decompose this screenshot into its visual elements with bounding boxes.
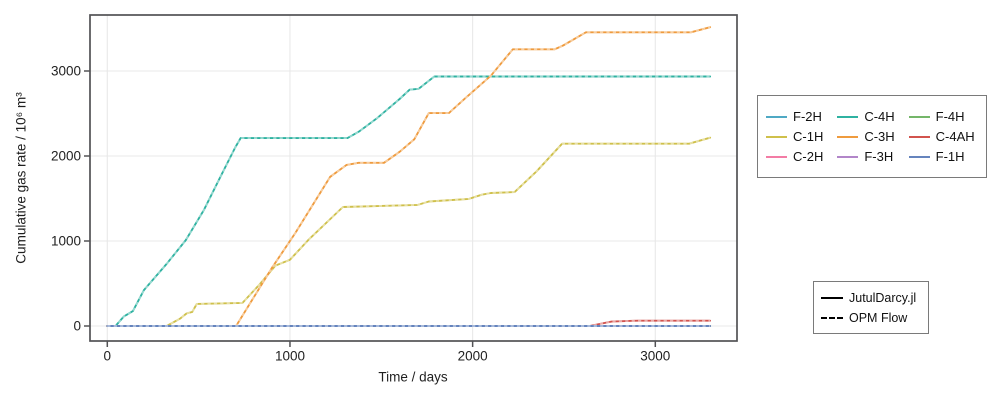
legend-label: C-1H [793, 129, 824, 144]
legend-label: F-2H [793, 109, 822, 124]
legend-line-swatch [766, 115, 787, 118]
legend-line-swatch [837, 135, 859, 138]
y-tick-label: 0 [73, 319, 81, 334]
legend-line-swatch [908, 115, 930, 118]
legend-line-swatch [908, 135, 930, 138]
legend-line-swatch [766, 155, 787, 158]
series-C-4H-jutuldarcy [106, 75, 712, 327]
y-tick-label: 3000 [51, 64, 81, 79]
simulator-legend: JutulDarcy.jl OPM Flow [813, 281, 929, 334]
legend-entry-F-4H: F-4H [908, 109, 978, 124]
x-tick-label: 0 [104, 349, 112, 364]
series-C-3H-jutuldarcy [106, 26, 712, 327]
solid-line-swatch [821, 296, 843, 299]
legend-entry-C-4AH: C-4AH [908, 129, 978, 144]
series-C-1H-jutuldarcy [106, 136, 712, 327]
legend-entry-opm-flow: OPM Flow [821, 311, 921, 325]
legend-entry-C-3H: C-3H [837, 129, 906, 144]
x-tick-label: 3000 [640, 349, 670, 364]
legend-entry-F-2H: F-2H [766, 109, 835, 124]
legend-label: C-4AH [935, 129, 975, 144]
plot-frame [89, 14, 738, 342]
x-axis-label: Time / days [378, 369, 448, 385]
legend-line-swatch [908, 155, 930, 158]
legend-label: JutulDarcy.jl [849, 290, 917, 305]
dashed-line-swatch [821, 316, 843, 319]
x-tick-label: 1000 [275, 349, 305, 364]
legend-label: C-4H [864, 109, 895, 124]
x-tick-label: 2000 [458, 349, 488, 364]
legend-label: F-3H [864, 149, 894, 164]
legend-entry-C-1H: C-1H [766, 129, 835, 144]
legend-label: C-3H [864, 129, 895, 144]
wells-legend: F-2H C-4H F-4H C-1H C-3H C-4AH C-2H F-3H F-1H [757, 95, 987, 178]
legend-entry-F-3H: F-3H [837, 149, 906, 164]
legend-label: F-4H [935, 109, 965, 124]
series-C-4H-opmflow [107, 75, 711, 327]
legend-label: OPM Flow [849, 310, 908, 325]
legend-label: C-2H [793, 149, 824, 164]
y-tick-label: 2000 [51, 149, 81, 164]
series-C-3H-opmflow [107, 26, 711, 327]
legend-entry-jutuldarcy-jl: JutulDarcy.jl [821, 291, 921, 305]
y-axis-label: Cumulative gas rate / 10⁶ m³ [13, 92, 29, 264]
y-tick-label: 1000 [51, 234, 81, 249]
legend-entry-C-4H: C-4H [837, 109, 906, 124]
series-C-1H-opmflow [107, 136, 711, 327]
legend-line-swatch [766, 135, 787, 138]
legend-entry-C-2H: C-2H [766, 149, 835, 164]
legend-label: F-1H [935, 149, 965, 164]
legend-line-swatch [837, 115, 859, 118]
legend-line-swatch [837, 155, 859, 158]
legend-entry-F-1H: F-1H [908, 149, 978, 164]
